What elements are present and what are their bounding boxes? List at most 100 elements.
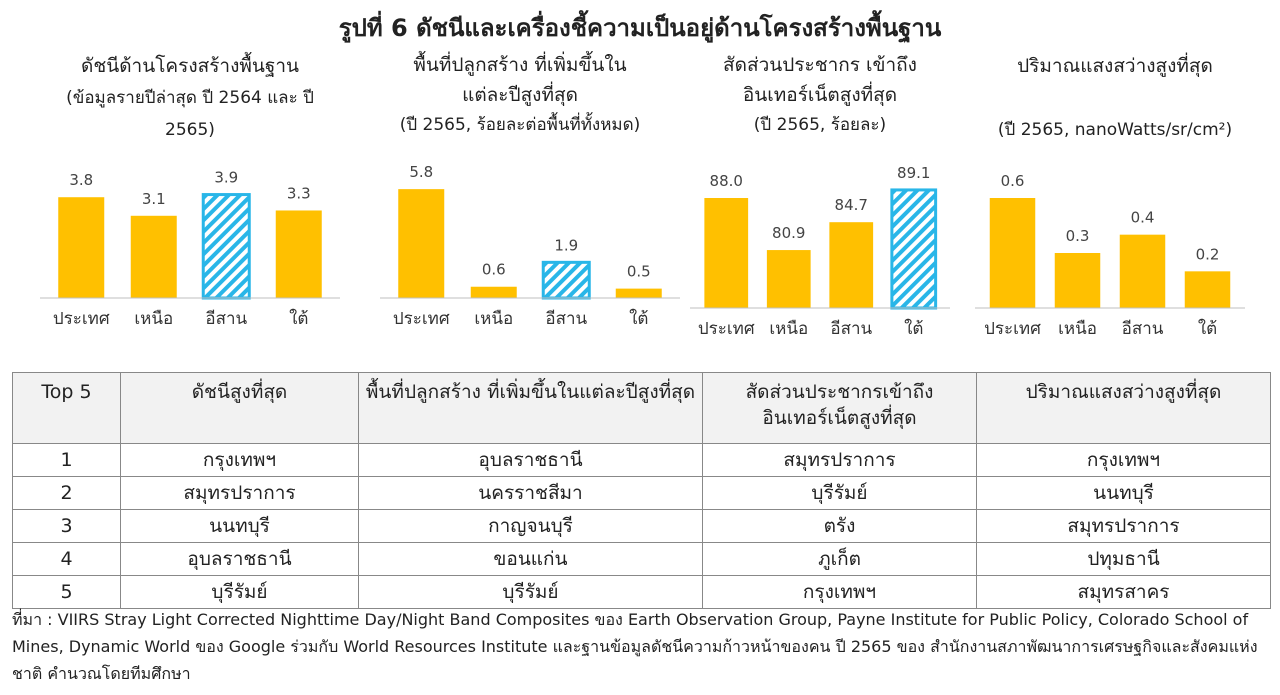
data-label: 88.0 <box>710 172 743 190</box>
table-cell: ขอนแก่น <box>358 542 703 576</box>
table-cell: ตรัง <box>702 509 977 543</box>
table-cell: นนทบุรี <box>120 509 359 543</box>
data-label: 3.1 <box>142 190 166 208</box>
category-label: ใต้ <box>1198 318 1217 339</box>
table-cell: อุบลราชธานี <box>120 542 359 576</box>
table-cell: กรุงเทพฯ <box>120 443 359 477</box>
data-label: 5.8 <box>409 166 433 181</box>
chart-subtitle: (ปี 2565, ร้อยละ) <box>753 115 887 135</box>
chart-panel-built-area: พื้นที่ปลูกสร้าง ที่เพิ่มขึ้นในแต่ละปีสู… <box>360 48 680 360</box>
table-cell: กรุงเทพฯ <box>976 443 1271 477</box>
table-header: ดัชนีสูงที่สุด <box>120 372 359 444</box>
table-cell: 2 <box>12 476 121 510</box>
bar-chart-nightlight: 0.6 ประเทศ 0.3 เหนือ 0.4 อีสาน 0.2 ใต้ <box>975 172 1245 339</box>
figure-title: รูปที่ 6 ดัชนีและเครื่องชี้ความเป็นอยู่ด… <box>338 14 942 42</box>
data-label: 3.8 <box>69 171 93 189</box>
table-row: 5 บุรีรัมย์ บุรีรัมย์ กรุงเทพฯ สมุทรสาคร <box>12 575 1271 609</box>
category-label: อีสาน <box>545 309 587 329</box>
bar <box>470 286 517 298</box>
chart-panel-nightlight: ปริมาณแสงสว่างสูงที่สุด (ปี 2565, nanoWa… <box>975 48 1255 360</box>
category-label: เหนือ <box>134 309 173 329</box>
category-label: ประเทศ <box>53 309 110 329</box>
category-label: ใต้ <box>289 308 308 329</box>
bar <box>829 222 874 308</box>
category-label: อีสาน <box>1122 319 1164 339</box>
table-header: ปริมาณแสงสว่างสูงที่สุด <box>976 372 1271 444</box>
table-cell: 4 <box>12 542 121 576</box>
table-cell: นนทบุรี <box>976 476 1271 510</box>
table-cell: ปทุมธานี <box>976 542 1271 576</box>
chart-title: ปริมาณแสงสว่างสูงที่สุด (ปี 2565, nanoWa… <box>975 50 1255 146</box>
table-cell: 3 <box>12 509 121 543</box>
bar-chart-index: 3.8 ประเทศ 3.1 เหนือ 3.9 อีสาน 3.3 ใต้ <box>40 169 340 329</box>
category-label: เหนือ <box>474 309 513 329</box>
category-label: ประเทศ <box>698 319 755 339</box>
bar <box>704 198 749 308</box>
bar <box>1054 253 1101 308</box>
chart-title: พื้นที่ปลูกสร้าง ที่เพิ่มขึ้นในแต่ละปีสู… <box>360 50 680 140</box>
table-row: 4 อุบลราชธานี ขอนแก่น ภูเก็ต ปทุมธานี <box>12 542 1271 576</box>
table-cell: สมุทรปราการ <box>702 443 977 477</box>
bar <box>1184 271 1231 308</box>
table-cell: ภูเก็ต <box>702 542 977 576</box>
table-row: 1 กรุงเทพฯ อุบลราชธานี สมุทรปราการ กรุงเ… <box>12 443 1271 477</box>
bar <box>130 215 177 298</box>
bar <box>615 288 662 298</box>
bar-chart-internet: 88.0 ประเทศ 80.9 เหนือ 84.7 อีสาน 89.1 ใต้ <box>690 166 950 339</box>
data-label: 0.6 <box>482 261 506 279</box>
table-cell: บุรีรัมย์ <box>358 575 703 609</box>
chart-title-text: พื้นที่ปลูกสร้าง ที่เพิ่มขึ้นในแต่ละปีสู… <box>413 54 627 106</box>
chart-title-text: ดัชนีด้านโครงสร้างพื้นฐาน <box>80 55 300 77</box>
data-label: 89.1 <box>897 166 930 182</box>
table-header-row: Top 5 ดัชนีสูงที่สุด พื้นที่ปลูกสร้าง ที… <box>12 372 1271 444</box>
category-label: ประเทศ <box>984 319 1041 339</box>
data-label: 80.9 <box>772 224 805 242</box>
bar <box>1119 234 1166 308</box>
bar <box>890 188 938 310</box>
category-label: เหนือ <box>769 319 808 339</box>
table-cell: บุรีรัมย์ <box>120 575 359 609</box>
source-note: ที่มา : VIIRS Stray Light Corrected Nigh… <box>12 610 1258 683</box>
chart-title: ดัชนีด้านโครงสร้างพื้นฐาน (ข้อมูลรายปีล่… <box>40 50 340 146</box>
category-label: ประเทศ <box>393 309 450 329</box>
category-label: เหนือ <box>1058 319 1097 339</box>
bar <box>766 250 811 308</box>
bar <box>989 198 1036 308</box>
bar-chart-built-area: 5.8 ประเทศ 0.6 เหนือ 1.9 อีสาน 0.5 ใต้ <box>380 166 680 329</box>
table-cell: สมุทรปราการ <box>976 509 1271 543</box>
data-label: 84.7 <box>835 196 868 214</box>
table-cell: สมุทรปราการ <box>120 476 359 510</box>
table-cell: สมุทรสาคร <box>976 575 1271 609</box>
category-label: ใต้ <box>904 318 923 339</box>
table-header: พื้นที่ปลูกสร้าง ที่เพิ่มขึ้นในแต่ละปีสู… <box>358 372 703 444</box>
data-label: 0.5 <box>627 263 651 281</box>
category-label: อีสาน <box>205 309 247 329</box>
table-header: สัดส่วนประชากรเข้าถึง อินเทอร์เน็ตสูงที่… <box>702 372 977 444</box>
chart-subtitle: (ปี 2565, nanoWatts/sr/cm²) <box>997 120 1233 140</box>
table-row: 3 นนทบุรี กาญจนบุรี ตรัง สมุทรปราการ <box>12 509 1271 543</box>
data-label: 3.3 <box>287 184 311 202</box>
bar <box>398 189 445 298</box>
table-row: 2 สมุทรปราการ นครราชสีมา บุรีรัมย์ นนทบุ… <box>12 476 1271 510</box>
chart-title-text: สัดส่วนประชากร เข้าถึงอินเทอร์เน็ตสูงที่… <box>723 54 917 106</box>
chart-subtitle: (ข้อมูลรายปีล่าสุด ปี 2564 และ ปี 2565) <box>66 88 314 140</box>
chart-panel-internet: สัดส่วนประชากร เข้าถึงอินเทอร์เน็ตสูงที่… <box>690 48 950 360</box>
chart-subtitle: (ปี 2565, ร้อยละต่อพื้นที่ทั้งหมด) <box>399 115 641 135</box>
chart-panel-index: ดัชนีด้านโครงสร้างพื้นฐาน (ข้อมูลรายปีล่… <box>40 48 340 360</box>
data-label: 0.4 <box>1131 209 1155 227</box>
bar <box>201 193 251 300</box>
chart-title-text: ปริมาณแสงสว่างสูงที่สุด <box>1017 55 1213 77</box>
data-label: 0.3 <box>1066 227 1090 245</box>
data-label: 3.9 <box>214 169 238 187</box>
table-cell: กรุงเทพฯ <box>702 575 977 609</box>
data-label: 0.6 <box>1001 172 1025 190</box>
table-cell: บุรีรัมย์ <box>702 476 977 510</box>
table-cell: อุบลราชธานี <box>358 443 703 477</box>
data-label: 0.2 <box>1196 245 1220 263</box>
category-label: ใต้ <box>629 308 648 329</box>
chart-title: สัดส่วนประชากร เข้าถึงอินเทอร์เน็ตสูงที่… <box>690 50 950 140</box>
table-cell: 5 <box>12 575 121 609</box>
table-header: Top 5 <box>12 372 121 444</box>
top5-table: Top 5 ดัชนีสูงที่สุด พื้นที่ปลูกสร้าง ที… <box>12 372 1271 609</box>
category-label: อีสาน <box>830 319 872 339</box>
